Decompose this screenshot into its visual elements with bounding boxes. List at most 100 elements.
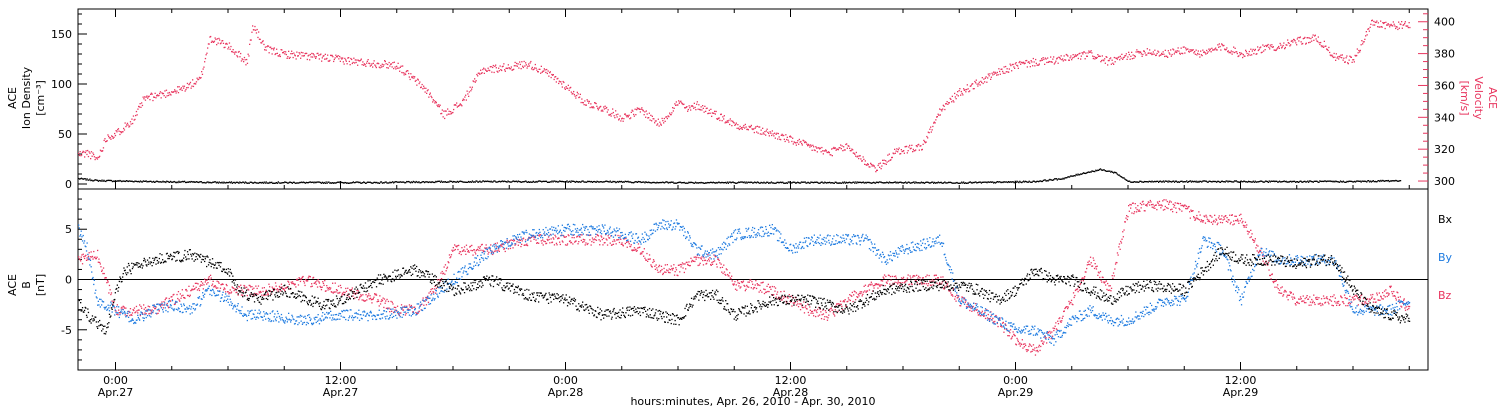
velocity-point	[241, 58, 243, 60]
density-point	[197, 181, 199, 183]
velocity-point	[438, 104, 440, 106]
density-point	[729, 181, 731, 183]
density-point	[144, 180, 146, 182]
velocity-point	[624, 113, 626, 115]
bz-point	[284, 287, 286, 289]
bz-point	[326, 285, 328, 287]
velocity-point	[625, 114, 627, 117]
density-point	[1302, 181, 1304, 183]
bz-point	[750, 287, 752, 289]
velocity-point	[621, 118, 623, 120]
density-point	[1147, 181, 1149, 183]
velocity-point	[998, 68, 1000, 70]
density-point	[459, 180, 461, 182]
density-point	[597, 181, 599, 183]
velocity-point	[162, 93, 164, 95]
bz-point	[173, 293, 175, 296]
velocity-point	[1200, 54, 1202, 56]
bz-point	[267, 293, 269, 295]
density-point	[153, 180, 155, 183]
density-point	[935, 182, 938, 184]
velocity-point	[120, 131, 122, 133]
density-point	[914, 182, 916, 184]
velocity-point	[955, 98, 957, 100]
density-point	[344, 181, 346, 184]
bz-point	[570, 241, 573, 244]
density-point	[585, 181, 587, 183]
bz-point	[1105, 284, 1107, 286]
density-point	[251, 181, 253, 184]
bz-point	[339, 291, 341, 294]
density-point	[952, 182, 954, 184]
density-point	[184, 181, 187, 184]
bz-point	[1145, 204, 1147, 206]
density-point	[624, 180, 626, 182]
velocity-point	[498, 70, 500, 72]
bz-point	[227, 291, 229, 293]
bz-point	[970, 307, 972, 310]
density-point	[297, 182, 299, 184]
density-point	[395, 181, 398, 183]
velocity-point	[440, 113, 442, 115]
velocity-point	[816, 151, 818, 153]
density-point	[106, 179, 108, 182]
density-point	[650, 182, 653, 184]
velocity-point	[373, 60, 375, 62]
density-point	[1060, 178, 1062, 180]
density-point	[804, 181, 806, 183]
velocity-point	[639, 111, 641, 113]
x-tick-time-label: 12:00	[775, 374, 807, 387]
bz-point	[565, 236, 567, 238]
velocity-point	[343, 63, 345, 65]
density-point	[853, 181, 855, 183]
velocity-point	[690, 109, 692, 111]
density-point	[1243, 180, 1245, 182]
density-point	[249, 181, 251, 183]
density-point	[904, 181, 907, 183]
density-point	[798, 182, 800, 184]
velocity-point	[79, 151, 81, 153]
density-point	[130, 180, 132, 182]
bz-point	[87, 255, 90, 257]
density-point	[1037, 180, 1039, 182]
velocity-point	[454, 104, 456, 106]
velocity-point	[744, 127, 746, 129]
bz-point	[334, 282, 336, 284]
velocity-point	[535, 67, 537, 69]
bz-point	[999, 317, 1001, 319]
velocity-point	[696, 101, 698, 103]
bz-point	[540, 240, 542, 242]
velocity-point	[553, 78, 555, 81]
bz-point	[422, 297, 424, 299]
velocity-point	[867, 163, 869, 165]
density-point	[1365, 180, 1367, 183]
velocity-point	[188, 83, 190, 86]
bz-point	[1124, 221, 1126, 223]
density-point	[401, 181, 403, 183]
velocity-point	[516, 65, 518, 67]
density-point	[1106, 170, 1108, 172]
bz-point	[424, 300, 426, 302]
density-point	[1322, 180, 1324, 182]
density-point	[809, 182, 811, 184]
velocity-point	[588, 102, 590, 104]
velocity-point	[741, 127, 743, 129]
density-point	[915, 181, 917, 183]
velocity-point	[294, 55, 296, 57]
bz-point	[453, 249, 455, 251]
bz-point	[511, 239, 514, 241]
velocity-point	[1348, 59, 1350, 61]
bz-point	[391, 310, 393, 312]
bz-point	[492, 251, 495, 253]
bz-point	[1150, 201, 1152, 203]
velocity-point	[1146, 54, 1148, 56]
velocity-point	[1197, 52, 1199, 55]
velocity-point	[329, 59, 331, 62]
velocity-point	[263, 43, 265, 46]
bz-point	[200, 281, 202, 283]
density-point	[889, 182, 892, 184]
bz-point	[721, 266, 724, 268]
bz-point	[377, 300, 380, 302]
velocity-point	[449, 113, 451, 115]
bz-point	[527, 238, 529, 240]
